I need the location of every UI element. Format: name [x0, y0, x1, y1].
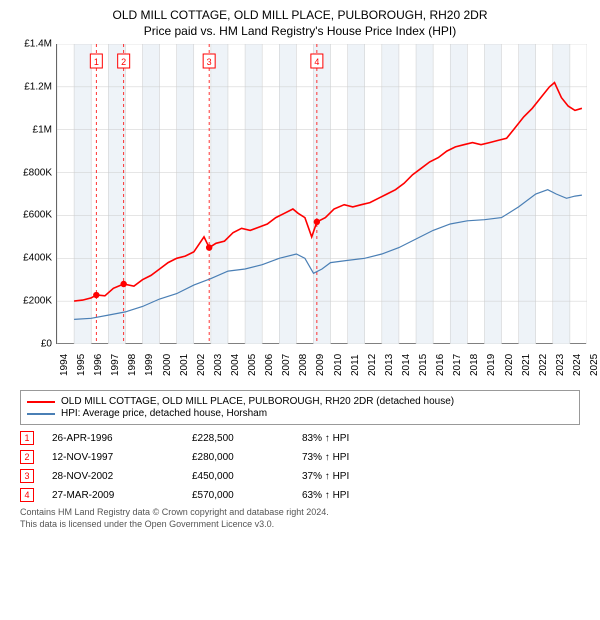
x-tick-label: 1997	[110, 354, 121, 376]
y-tick-label: £0	[41, 339, 52, 350]
legend-label: HPI: Average price, detached house, Hors…	[61, 408, 267, 419]
transaction-pct: 37% ↑ HPI	[302, 471, 422, 482]
svg-text:2: 2	[121, 57, 126, 67]
x-tick-label: 1995	[76, 354, 87, 376]
transaction-date: 12-NOV-1997	[52, 452, 192, 463]
transaction-marker: 3	[20, 469, 34, 483]
transaction-pct: 63% ↑ HPI	[302, 490, 422, 501]
transaction-pct: 83% ↑ HPI	[302, 433, 422, 444]
x-tick-label: 2017	[452, 354, 463, 376]
footer-line-1: Contains HM Land Registry data © Crown c…	[20, 507, 580, 519]
legend-swatch	[27, 401, 55, 403]
x-tick-label: 2023	[555, 354, 566, 376]
transaction-marker: 2	[20, 450, 34, 464]
transaction-date: 27-MAR-2009	[52, 490, 192, 501]
x-tick-label: 2022	[538, 354, 549, 376]
footer-line-2: This data is licensed under the Open Gov…	[20, 519, 580, 531]
legend-label: OLD MILL COTTAGE, OLD MILL PLACE, PULBOR…	[61, 396, 454, 407]
transaction-price: £570,000	[192, 490, 302, 501]
x-tick-label: 1999	[144, 354, 155, 376]
transaction-row: 4 27-MAR-2009£570,00063% ↑ HPI	[20, 488, 580, 502]
plot-region: 1 2 3 4	[56, 44, 586, 344]
plot-svg: 1 2 3 4	[57, 44, 587, 344]
x-tick-label: 2018	[469, 354, 480, 376]
y-tick-label: £600K	[23, 210, 52, 221]
transaction-price: £280,000	[192, 452, 302, 463]
transactions-table: 1 26-APR-1996£228,50083% ↑ HPI 2 12-NOV-199…	[20, 431, 580, 502]
y-tick-label: £1.4M	[24, 39, 52, 50]
x-tick-label: 1994	[59, 354, 70, 376]
y-tick-label: £1.2M	[24, 81, 52, 92]
transaction-date: 28-NOV-2002	[52, 471, 192, 482]
y-axis-labels: £0£200K£400K£600K£800K£1M£1.2M£1.4M	[10, 44, 54, 344]
x-tick-label: 2019	[486, 354, 497, 376]
x-tick-label: 2007	[281, 354, 292, 376]
transaction-price: £450,000	[192, 471, 302, 482]
x-tick-label: 2002	[196, 354, 207, 376]
x-axis-labels: 1994 1995 1996 1997 1998 1999 2000 2001 2002 2003…	[56, 346, 586, 382]
svg-text:4: 4	[314, 57, 319, 67]
x-tick-label: 2013	[384, 354, 395, 376]
x-tick-label: 2004	[230, 354, 241, 376]
x-tick-label: 1998	[127, 354, 138, 376]
x-tick-label: 2000	[162, 354, 173, 376]
legend: OLD MILL COTTAGE, OLD MILL PLACE, PULBOR…	[20, 390, 580, 425]
transaction-date: 26-APR-1996	[52, 433, 192, 444]
transaction-price: £228,500	[192, 433, 302, 444]
x-tick-label: 2012	[367, 354, 378, 376]
x-tick-label: 2016	[435, 354, 446, 376]
svg-text:1: 1	[94, 57, 99, 67]
transaction-marker: 4	[20, 488, 34, 502]
transaction-row: 3 28-NOV-2002£450,00037% ↑ HPI	[20, 469, 580, 483]
transaction-row: 2 12-NOV-1997£280,00073% ↑ HPI	[20, 450, 580, 464]
x-tick-label: 2014	[401, 354, 412, 376]
legend-item: OLD MILL COTTAGE, OLD MILL PLACE, PULBOR…	[27, 396, 573, 407]
legend-swatch	[27, 413, 55, 415]
y-tick-label: £1M	[33, 124, 52, 135]
transaction-marker: 1	[20, 431, 34, 445]
x-tick-label: 1996	[93, 354, 104, 376]
x-tick-label: 2021	[521, 354, 532, 376]
x-tick-label: 2003	[213, 354, 224, 376]
chart-container: OLD MILL COTTAGE, OLD MILL PLACE, PULBOR…	[0, 0, 600, 538]
svg-text:3: 3	[207, 57, 212, 67]
x-tick-label: 2010	[333, 354, 344, 376]
x-tick-label: 2009	[315, 354, 326, 376]
x-tick-label: 2024	[572, 354, 583, 376]
y-tick-label: £800K	[23, 167, 52, 178]
y-tick-label: £200K	[23, 296, 52, 307]
footer: Contains HM Land Registry data © Crown c…	[20, 507, 580, 530]
legend-item: HPI: Average price, detached house, Hors…	[27, 408, 573, 419]
title-main: OLD MILL COTTAGE, OLD MILL PLACE, PULBOR…	[10, 8, 590, 22]
title-block: OLD MILL COTTAGE, OLD MILL PLACE, PULBOR…	[10, 8, 590, 38]
x-tick-label: 2006	[264, 354, 275, 376]
x-tick-label: 2020	[504, 354, 515, 376]
x-tick-label: 2025	[589, 354, 600, 376]
x-tick-label: 2008	[298, 354, 309, 376]
x-tick-label: 2011	[350, 354, 361, 376]
chart-area: £0£200K£400K£600K£800K£1M£1.2M£1.4M 1234…	[10, 44, 590, 384]
title-sub: Price paid vs. HM Land Registry's House …	[10, 24, 590, 38]
transaction-pct: 73% ↑ HPI	[302, 452, 422, 463]
x-tick-label: 2001	[179, 354, 190, 376]
transaction-row: 1 26-APR-1996£228,50083% ↑ HPI	[20, 431, 580, 445]
x-tick-label: 2005	[247, 354, 258, 376]
x-tick-label: 2015	[418, 354, 429, 376]
y-tick-label: £400K	[23, 253, 52, 264]
